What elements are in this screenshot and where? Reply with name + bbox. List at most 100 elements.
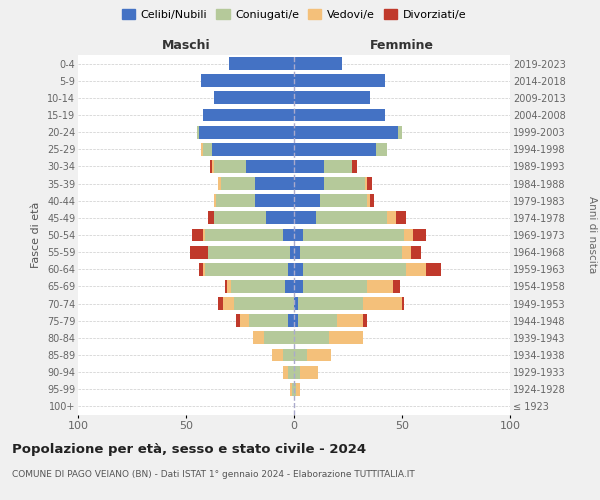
Bar <box>365 177 367 190</box>
Bar <box>298 314 337 327</box>
Bar <box>404 228 413 241</box>
Bar <box>363 314 367 327</box>
Bar <box>203 108 294 122</box>
Bar <box>218 297 223 310</box>
Bar <box>266 212 294 224</box>
Bar <box>214 160 247 173</box>
Bar <box>294 332 329 344</box>
Bar <box>255 194 294 207</box>
Bar <box>203 143 212 156</box>
Bar <box>199 126 294 138</box>
Bar <box>240 314 248 327</box>
Bar <box>205 228 283 241</box>
Bar <box>218 177 221 190</box>
Bar <box>294 263 302 276</box>
Bar <box>225 280 227 293</box>
Bar <box>214 212 266 224</box>
Bar <box>287 366 294 378</box>
Text: Femmine: Femmine <box>370 38 434 52</box>
Bar <box>227 280 232 293</box>
Bar <box>410 246 421 258</box>
Bar <box>233 297 294 310</box>
Bar <box>294 92 370 104</box>
Bar <box>294 246 301 258</box>
Bar <box>302 280 367 293</box>
Bar <box>229 57 294 70</box>
Bar <box>255 177 294 190</box>
Bar <box>212 160 214 173</box>
Text: COMUNE DI PAGO VEIANO (BN) - Dati ISTAT 1° gennaio 2024 - Elaborazione TUTTITALI: COMUNE DI PAGO VEIANO (BN) - Dati ISTAT … <box>12 470 415 479</box>
Bar <box>352 160 356 173</box>
Bar <box>190 246 208 258</box>
Bar <box>302 228 404 241</box>
Bar <box>272 348 283 362</box>
Bar <box>193 228 203 241</box>
Bar <box>294 314 298 327</box>
Text: Popolazione per età, sesso e stato civile - 2024: Popolazione per età, sesso e stato civil… <box>12 442 366 456</box>
Bar <box>247 160 294 173</box>
Bar <box>223 297 233 310</box>
Bar <box>367 194 370 207</box>
Bar <box>201 143 203 156</box>
Y-axis label: Fasce di età: Fasce di età <box>31 202 41 268</box>
Bar <box>413 228 426 241</box>
Bar <box>320 194 367 207</box>
Bar <box>292 383 294 396</box>
Bar <box>294 194 320 207</box>
Bar <box>283 348 294 362</box>
Bar <box>214 92 294 104</box>
Bar <box>402 297 404 310</box>
Bar <box>337 314 363 327</box>
Bar <box>406 263 426 276</box>
Bar <box>324 177 365 190</box>
Bar <box>296 383 301 396</box>
Bar <box>294 212 316 224</box>
Bar <box>294 126 398 138</box>
Bar <box>387 212 395 224</box>
Bar <box>208 246 290 258</box>
Bar <box>294 280 302 293</box>
Bar <box>283 366 287 378</box>
Bar <box>294 228 302 241</box>
Bar <box>376 143 387 156</box>
Bar <box>294 177 324 190</box>
Bar <box>287 263 294 276</box>
Bar <box>402 246 410 258</box>
Bar <box>294 366 301 378</box>
Bar <box>201 74 294 87</box>
Bar <box>316 212 387 224</box>
Bar <box>370 194 374 207</box>
Bar <box>286 280 294 293</box>
Bar <box>287 314 294 327</box>
Text: Maschi: Maschi <box>161 38 211 52</box>
Bar <box>232 280 286 293</box>
Bar <box>264 332 294 344</box>
Bar <box>302 263 406 276</box>
Bar <box>253 332 264 344</box>
Bar <box>324 160 352 173</box>
Bar <box>197 126 199 138</box>
Bar <box>426 263 441 276</box>
Bar <box>367 177 372 190</box>
Bar <box>236 314 240 327</box>
Bar <box>199 263 203 276</box>
Bar <box>301 366 318 378</box>
Bar <box>298 297 363 310</box>
Bar <box>398 126 402 138</box>
Bar <box>214 194 216 207</box>
Bar <box>367 280 394 293</box>
Bar <box>294 74 385 87</box>
Bar <box>290 246 294 258</box>
Bar <box>294 143 376 156</box>
Bar <box>329 332 363 344</box>
Bar <box>394 280 400 293</box>
Legend: Celibi/Nubili, Coniugati/e, Vedovi/e, Divorziati/e: Celibi/Nubili, Coniugati/e, Vedovi/e, Di… <box>118 5 470 24</box>
Bar <box>212 143 294 156</box>
Bar <box>395 212 406 224</box>
Bar <box>294 297 298 310</box>
Bar <box>248 314 287 327</box>
Bar <box>294 160 324 173</box>
Bar <box>290 383 292 396</box>
Bar <box>294 383 296 396</box>
Bar <box>205 263 287 276</box>
